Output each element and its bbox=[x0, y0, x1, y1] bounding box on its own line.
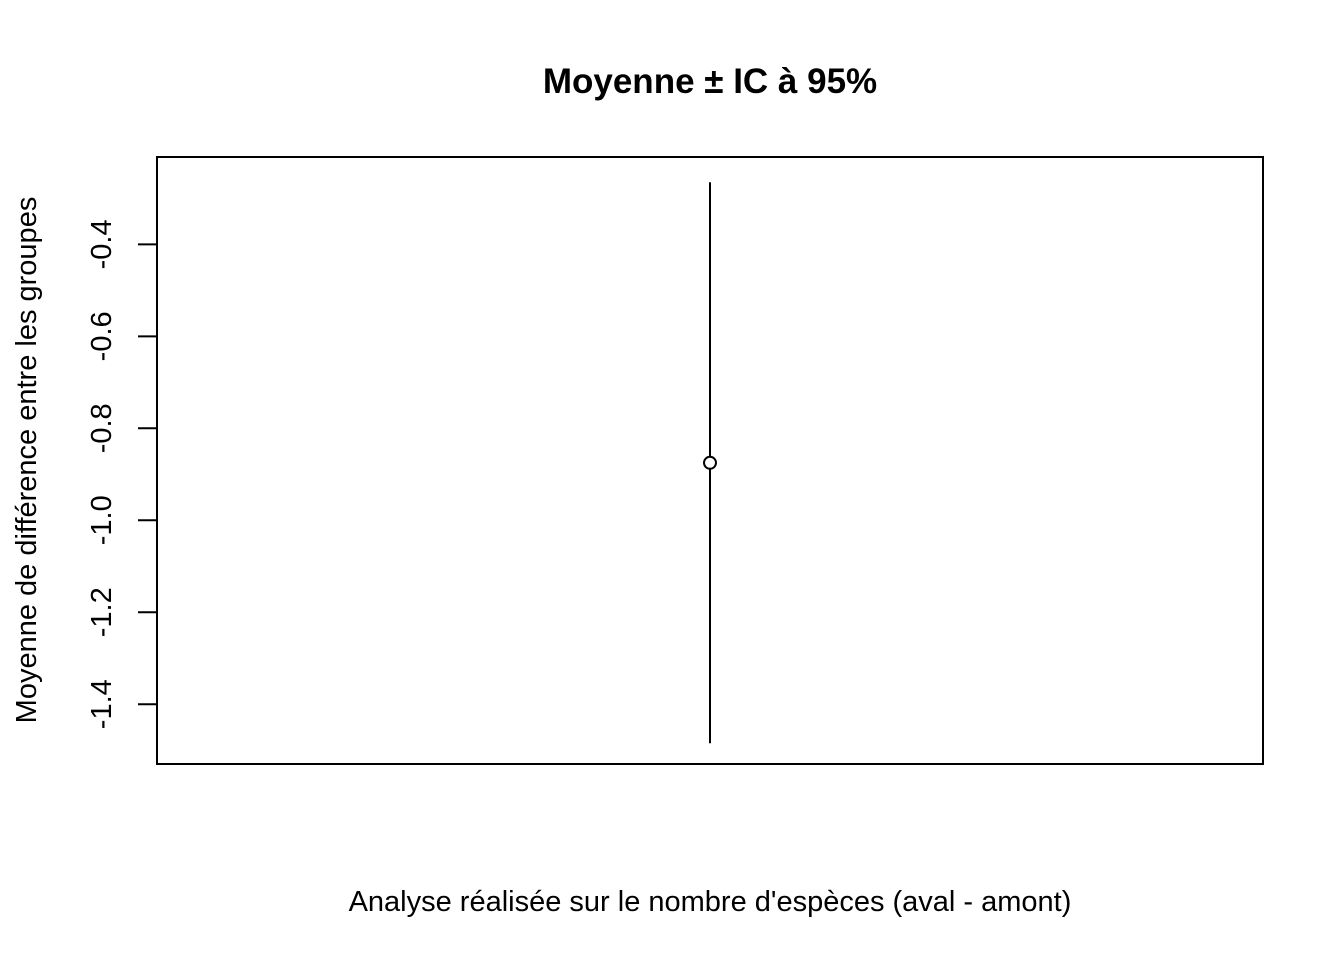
y-axis-label: Moyenne de différence entre les groupes bbox=[11, 197, 43, 724]
x-axis-label: Analyse réalisée sur le nombre d'espèces… bbox=[349, 886, 1072, 918]
y-tick-label: -1.2 bbox=[86, 587, 118, 637]
y-tick-label: -1.0 bbox=[86, 495, 118, 545]
y-tick-label: -1.4 bbox=[86, 679, 118, 729]
data-point bbox=[703, 455, 717, 470]
y-tick-label: -0.6 bbox=[86, 311, 118, 361]
data-series bbox=[703, 182, 717, 744]
y-axis: -1.4 -1.2 -1.0 -0.8 -0.6 -0.4 bbox=[86, 219, 158, 729]
y-tick-label: -0.4 bbox=[86, 219, 118, 269]
y-tick-label: -0.8 bbox=[86, 403, 118, 453]
chart-title: Moyenne ± IC à 95% bbox=[543, 62, 877, 101]
